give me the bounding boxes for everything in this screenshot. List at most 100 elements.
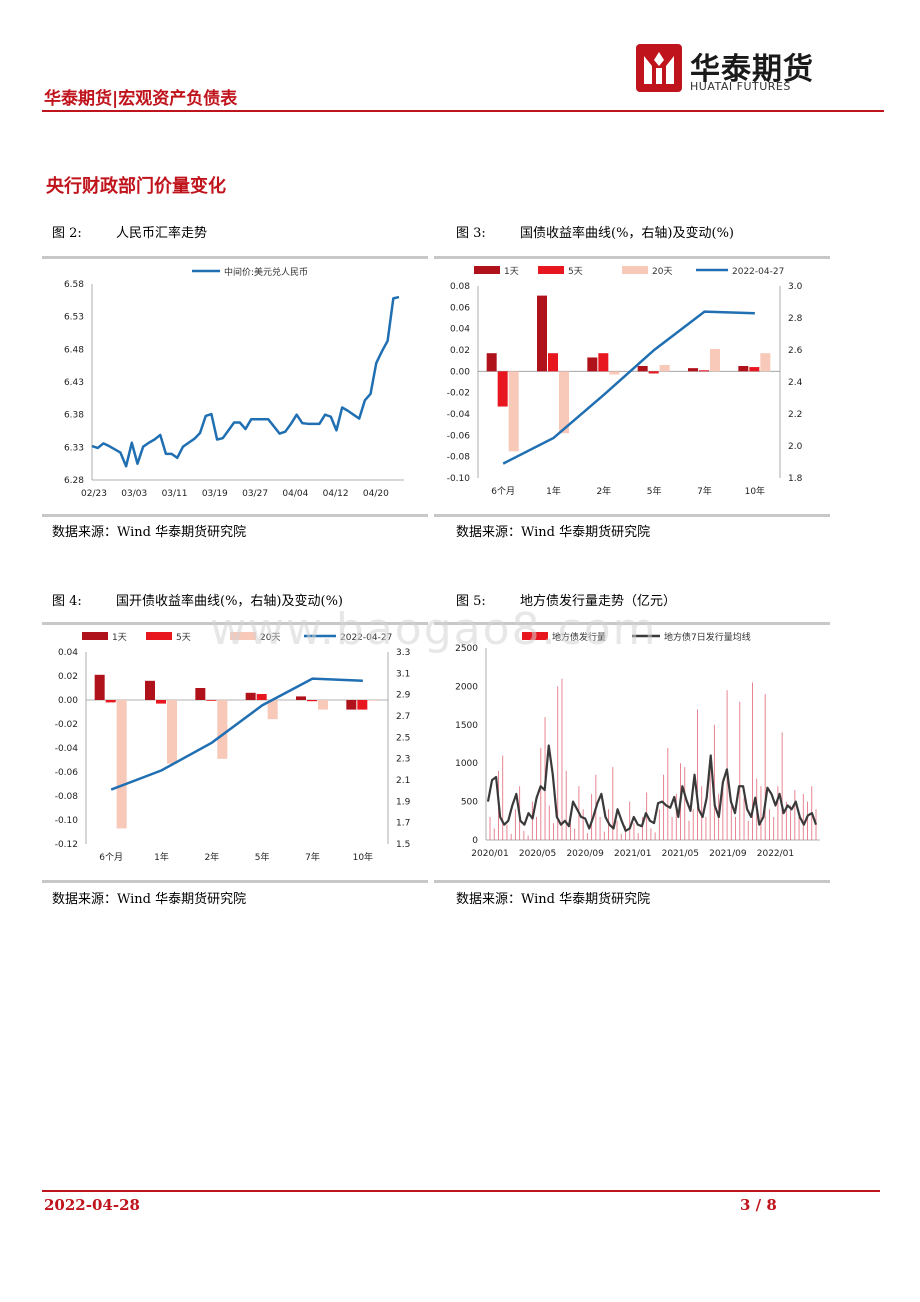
bar-1天 (195, 688, 206, 700)
bar-5天 (699, 370, 709, 372)
bar-1天 (537, 295, 547, 372)
y-tick-label: 6.38 (64, 411, 84, 421)
fx-series-line (91, 295, 400, 468)
left-y-tick: -0.10 (55, 816, 79, 826)
bar-20天 (609, 371, 620, 375)
left-y-tick: -0.12 (55, 840, 78, 850)
x-tick-label: 2020/05 (519, 849, 556, 859)
x-tick-label: 04/04 (282, 489, 308, 499)
x-category-label: 10年 (353, 851, 373, 863)
right-y-tick: 2.0 (788, 442, 803, 452)
right-y-tick: 2.4 (788, 378, 803, 388)
bar-20天 (167, 700, 177, 764)
right-y-tick: 2.3 (396, 755, 410, 765)
legend-label: 2022-04-27 (340, 633, 392, 643)
footer-divider (42, 1190, 880, 1192)
x-category-label: 7年 (697, 485, 712, 497)
figure-2-number: 图 2: (52, 226, 82, 241)
footer-date: 2022-04-28 (44, 1196, 140, 1214)
y-tick-label: 1500 (455, 721, 478, 731)
bar-5天 (749, 367, 760, 372)
x-tick-label: 04/12 (323, 489, 349, 499)
right-y-tick: 2.8 (788, 314, 803, 324)
right-y-tick: 2.7 (396, 712, 410, 722)
y-tick-label: 2000 (455, 682, 478, 692)
figure-4-top-rule (42, 622, 428, 625)
figure-3-source: 数据来源：Wind 华泰期货研究院 (456, 525, 651, 540)
y-tick-label: 6.58 (64, 280, 84, 290)
x-tick-label: 2020/09 (566, 849, 604, 859)
figure-2-source: 数据来源：Wind 华泰期货研究院 (52, 525, 247, 540)
x-tick-label: 03/11 (162, 489, 188, 499)
x-category-label: 5年 (255, 851, 270, 863)
figure-4-number: 图 4: (52, 594, 82, 609)
left-y-tick: -0.02 (55, 720, 78, 730)
figure-4-source: 数据来源：Wind 华泰期货研究院 (52, 892, 247, 907)
bar-5天 (105, 700, 116, 703)
bar-1天 (94, 674, 105, 700)
left-y-tick: -0.04 (447, 410, 471, 420)
fx-chart: 中间价:美元兑人民币 6.58 6.53 6.48 6.43 6.38 6.33 6.28 02… (64, 266, 404, 499)
figure-5-caption: 图 5: 地方债发行量走势（亿元） (456, 590, 676, 609)
right-y-tick: 3.3 (396, 648, 410, 658)
logo-english-name: HUATAI FUTURES (690, 80, 791, 93)
left-y-tick: -0.10 (447, 474, 471, 484)
x-category-label: 10年 (745, 485, 765, 497)
legend-swatch-3 (622, 266, 648, 274)
x-tick-label: 2021/01 (614, 849, 651, 859)
figure-5-number: 图 5: (456, 594, 486, 609)
figure-3-caption: 图 3: 国债收益率曲线(%，右轴)及变动(%) (456, 222, 734, 241)
legend-swatch-bars (522, 632, 548, 640)
bar-20天 (368, 700, 379, 701)
bar-1天 (688, 368, 698, 372)
legend-label: 2022-04-27 (732, 267, 784, 277)
header-divider (42, 110, 884, 112)
x-tick-label: 03/03 (121, 489, 147, 499)
legend-swatch-1 (474, 266, 500, 274)
figure-2-top-rule (42, 256, 428, 259)
y-tick-label: 500 (461, 798, 478, 808)
right-y-tick: 1.9 (396, 797, 411, 807)
right-y-tick: 2.6 (788, 346, 803, 356)
bar-1天 (245, 692, 256, 700)
figure-5-top-rule (434, 622, 830, 625)
legend-swatch-1 (82, 632, 108, 640)
left-y-tick: 0.02 (450, 346, 470, 356)
x-category-label: 1年 (154, 851, 169, 863)
legend-label: 5天 (568, 267, 583, 277)
bar-1天 (296, 696, 306, 700)
report-header-label: 华泰期货|宏观资产负债表 (44, 89, 238, 109)
y-tick-label: 6.28 (64, 476, 84, 486)
bar-1天 (587, 357, 598, 372)
y-tick-label: 0 (472, 836, 478, 846)
bar-5天 (156, 700, 166, 704)
bar-5天 (357, 700, 368, 710)
figure-5-bottom-rule (434, 880, 830, 883)
right-y-tick: 3.0 (788, 282, 803, 292)
legend-label: 1天 (504, 267, 519, 277)
y-tick-label: 6.53 (64, 313, 84, 323)
right-y-tick: 1.5 (396, 840, 410, 850)
legend-swatch-2 (146, 632, 172, 640)
figure-4-title: 国开债收益率曲线(%，右轴)及变动(%) (116, 594, 343, 609)
y-tick-label: 6.48 (64, 345, 84, 355)
issuance-7day-line (486, 744, 818, 832)
bar-1天 (738, 366, 749, 372)
y-tick-label: 6.33 (64, 443, 84, 453)
legend-label: 5天 (176, 633, 191, 643)
right-y-tick: 2.2 (788, 410, 802, 420)
y-tick-label: 6.43 (64, 378, 84, 388)
section-title: 央行财政部门价量变化 (46, 176, 226, 197)
figure-2-bottom-rule (42, 514, 428, 517)
x-tick-label: 2021/09 (709, 849, 747, 859)
left-y-tick: 0.08 (450, 282, 470, 292)
left-y-tick: -0.04 (55, 744, 79, 754)
bar-1天 (145, 680, 155, 700)
x-tick-label: 2022/01 (757, 849, 794, 859)
left-y-tick: -0.06 (55, 768, 79, 778)
left-y-tick: 0.04 (450, 325, 470, 335)
legend-label: 地方债发行量 (552, 631, 606, 643)
x-tick-label: 02/23 (81, 489, 107, 499)
legend-label: 20天 (652, 267, 672, 277)
left-y-tick: 0.04 (58, 648, 78, 658)
